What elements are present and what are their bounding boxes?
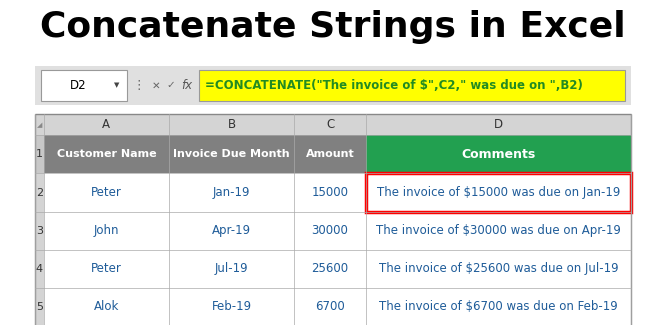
Text: 15000: 15000 (312, 186, 348, 199)
Text: Peter: Peter (91, 262, 122, 275)
Text: 5: 5 (36, 302, 43, 312)
Text: B: B (228, 118, 236, 131)
Text: The invoice of $25600 was due on Jul-19: The invoice of $25600 was due on Jul-19 (379, 262, 618, 275)
Bar (44, 212, 631, 250)
Bar (35, 174, 44, 212)
Text: Alok: Alok (94, 300, 119, 313)
Text: Concatenate Strings in Excel: Concatenate Strings in Excel (40, 10, 626, 44)
Text: C: C (326, 118, 334, 131)
Text: A: A (103, 118, 111, 131)
Text: 30000: 30000 (312, 224, 348, 237)
Text: ▼: ▼ (114, 83, 119, 88)
Bar (35, 114, 631, 136)
Bar (44, 288, 631, 325)
Text: John: John (93, 224, 119, 237)
Bar (198, 70, 625, 101)
Bar (35, 250, 44, 288)
Bar (35, 114, 631, 325)
Text: 25600: 25600 (312, 262, 348, 275)
Bar (35, 136, 44, 174)
Text: fx: fx (181, 79, 192, 92)
Bar (35, 212, 44, 250)
Text: ◢: ◢ (37, 122, 42, 128)
Bar (366, 136, 631, 174)
Text: Peter: Peter (91, 186, 122, 199)
Bar (41, 70, 127, 101)
Text: 4: 4 (36, 264, 43, 274)
Text: Apr-19: Apr-19 (212, 224, 251, 237)
Text: Customer Name: Customer Name (57, 150, 156, 160)
Bar (44, 174, 631, 212)
Text: Comments: Comments (462, 148, 535, 161)
Text: Amount: Amount (306, 150, 354, 160)
Bar (44, 250, 631, 288)
Bar (44, 136, 366, 174)
Bar (366, 174, 631, 212)
Text: =CONCATENATE("The invoice of $",C2," was due on ",B2): =CONCATENATE("The invoice of $",C2," was… (204, 79, 583, 92)
Text: 1: 1 (36, 150, 43, 160)
Text: Jan-19: Jan-19 (213, 186, 250, 199)
Text: 6700: 6700 (315, 300, 345, 313)
Bar (35, 66, 631, 105)
Bar (35, 288, 44, 325)
Text: The invoice of $30000 was due on Apr-19: The invoice of $30000 was due on Apr-19 (376, 224, 621, 237)
Text: ⋮: ⋮ (133, 79, 145, 92)
Text: D2: D2 (70, 79, 87, 92)
Text: Invoice Due Month: Invoice Due Month (173, 150, 290, 160)
Text: 3: 3 (36, 226, 43, 236)
Text: D: D (494, 118, 503, 131)
Text: The invoice of $15000 was due on Jan-19: The invoice of $15000 was due on Jan-19 (377, 186, 620, 199)
Text: 2: 2 (36, 188, 43, 198)
Text: ✕: ✕ (151, 81, 161, 90)
Text: The invoice of $6700 was due on Feb-19: The invoice of $6700 was due on Feb-19 (379, 300, 618, 313)
Text: ✓: ✓ (166, 81, 175, 90)
Text: Jul-19: Jul-19 (214, 262, 248, 275)
Text: Feb-19: Feb-19 (212, 300, 252, 313)
